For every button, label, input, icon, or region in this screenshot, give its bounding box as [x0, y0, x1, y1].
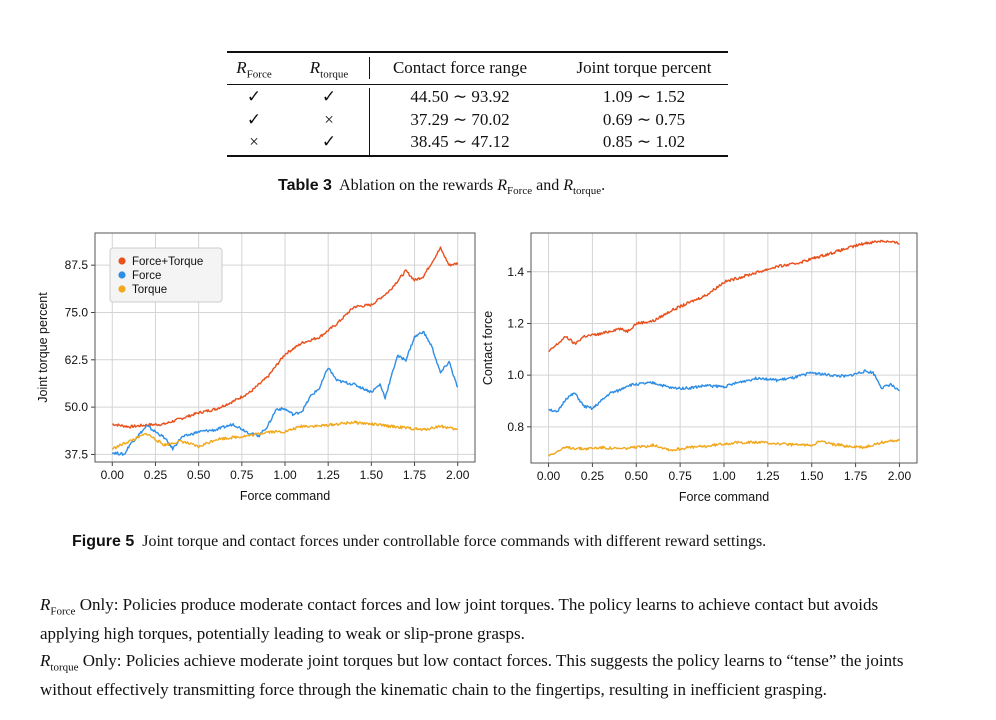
paragraph-r-torque-only: Rtorque Only: Policies achieve moderate …	[40, 651, 904, 699]
x-tick-label: 0.50	[625, 469, 649, 483]
x-tick-label: 0.00	[537, 469, 561, 483]
figure-caption: Figure 5 Joint torque and contact forces…	[72, 533, 767, 550]
check-r-torque: ✓	[321, 87, 337, 106]
y-tick-label: 1.0	[507, 368, 524, 382]
joint-torque-percent: 0.69 ∼ 0.75	[602, 110, 686, 129]
x-tick-label: 1.75	[844, 469, 868, 483]
check-r-torque: ×	[324, 110, 334, 129]
legend-label: Force	[132, 270, 161, 282]
header-divider	[369, 57, 370, 79]
series-line-force	[548, 369, 900, 413]
x-tick-label: 1.25	[756, 469, 780, 483]
check-r-force: ✓	[246, 87, 262, 106]
x-tick-label: 1.50	[360, 468, 384, 482]
header-r-torque: Rtorque	[309, 58, 349, 81]
y-tick-label: 50.0	[65, 400, 89, 414]
x-tick-label: 2.00	[888, 469, 912, 483]
series-line-force-torque	[548, 239, 900, 352]
plot-frame	[530, 232, 918, 464]
table-caption: Table 3 Ablation on the rewards RForce a…	[278, 177, 606, 198]
x-tick-label: 1.00	[712, 469, 736, 483]
contact-force-chart: 0.00 0.25 0.50 0.75 1.00 1.25 1.50 1.75 2.00 0.8 1…	[481, 232, 918, 504]
y-tick-label: 62.5	[65, 353, 89, 367]
table-bottom-rule	[227, 155, 728, 157]
x-tick-label: 1.50	[800, 469, 824, 483]
series-line-force-torque	[112, 246, 459, 429]
y-axis-label: Contact force	[481, 311, 495, 385]
legend-marker	[118, 271, 126, 279]
y-tick-label: 1.4	[507, 265, 524, 279]
y-tick-label: 87.5	[65, 258, 89, 272]
legend-label: Force+Torque	[132, 256, 203, 268]
check-r-torque: ✓	[321, 132, 337, 151]
header-contact-force: Contact force range	[392, 58, 528, 77]
x-axis-label: Force command	[679, 490, 769, 504]
x-tick-label: 1.75	[403, 468, 427, 482]
x-axis-label: Force command	[240, 489, 330, 503]
x-tick-label: 2.00	[446, 468, 470, 482]
x-tick-label: 0.00	[101, 468, 125, 482]
plot-frame	[94, 232, 476, 463]
x-tick-label: 1.25	[317, 468, 341, 482]
legend-marker	[118, 257, 126, 265]
check-r-force: ×	[249, 132, 259, 151]
contact-force-range: 38.45 ∼ 47.12	[410, 132, 510, 151]
y-tick-label: 0.8	[507, 420, 524, 434]
table-mid-rule	[227, 84, 728, 85]
contact-force-range: 44.50 ∼ 93.92	[410, 87, 510, 106]
legend-box	[109, 247, 223, 303]
check-r-force: ✓	[246, 110, 262, 129]
table-top-rule	[227, 51, 728, 53]
y-tick-label: 37.5	[65, 447, 89, 461]
series-line-force	[111, 330, 459, 456]
joint-torque-percent: 1.09 ∼ 1.52	[602, 87, 686, 106]
paragraph-r-force-only: RForce Only: Policies produce moderate c…	[40, 595, 879, 643]
x-tick-label: 0.25	[581, 469, 605, 483]
legend: Force+Torque Force Torque	[109, 247, 223, 303]
legend-marker	[118, 285, 126, 293]
y-tick-label: 1.2	[507, 316, 524, 330]
x-tick-label: 0.75	[668, 469, 692, 483]
header-joint-torque: Joint torque percent	[576, 58, 712, 77]
contact-force-range: 37.29 ∼ 70.02	[410, 110, 510, 129]
series-line-torque	[547, 438, 901, 457]
y-axis-label: Joint torque percent	[36, 292, 50, 403]
joint-torque-chart: 0.00 0.25 0.50 0.75 1.00 1.25 1.50 1.75 2.00 37.5…	[36, 232, 476, 503]
legend-label: Torque	[132, 284, 167, 296]
header-r-force: RForce	[236, 58, 272, 81]
y-tick-label: 75.0	[65, 305, 89, 319]
joint-torque-percent: 0.85 ∼ 1.02	[602, 132, 686, 151]
series-line-torque	[112, 420, 458, 450]
x-tick-label: 0.25	[144, 468, 168, 482]
x-tick-label: 0.50	[187, 468, 211, 482]
x-tick-label: 1.00	[273, 468, 297, 482]
x-tick-label: 0.75	[230, 468, 254, 482]
body-divider	[369, 88, 370, 155]
